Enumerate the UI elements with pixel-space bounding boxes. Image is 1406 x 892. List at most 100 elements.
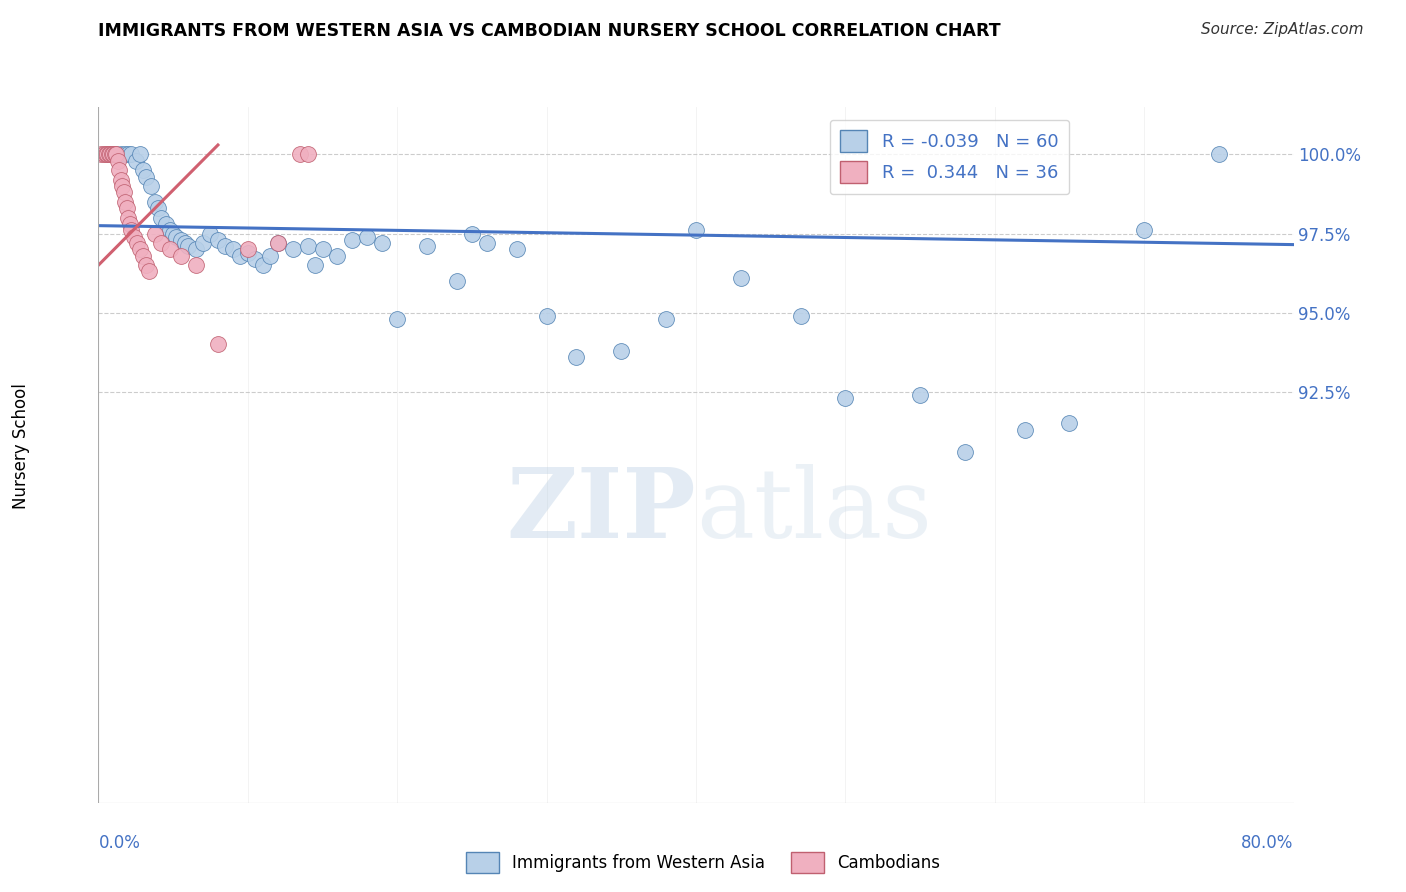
Point [356, 229, 378, 244]
Point [118, 217, 141, 231]
Point [143, 194, 166, 209]
Point [169, 233, 191, 247]
Point [655, 312, 678, 326]
Point [148, 201, 170, 215]
Point [610, 343, 633, 358]
Point [138, 264, 160, 278]
Point [229, 249, 252, 263]
Point [162, 227, 184, 241]
Point [297, 147, 319, 161]
Point [475, 235, 498, 250]
Point [222, 243, 245, 257]
Point [103, 147, 125, 161]
Point [90, 147, 112, 161]
Point [114, 147, 136, 161]
Point [446, 274, 468, 288]
Point [385, 312, 409, 326]
Point [191, 235, 214, 250]
Point [267, 235, 290, 250]
Point [326, 249, 349, 263]
Point [200, 227, 222, 241]
Point [214, 239, 236, 253]
Point [169, 249, 191, 263]
Point [139, 179, 162, 194]
Text: ZIP: ZIP [506, 464, 696, 558]
Point [834, 391, 856, 405]
Point [371, 235, 394, 250]
Point [117, 147, 139, 161]
Point [100, 147, 122, 161]
Point [124, 229, 146, 244]
Point [207, 233, 229, 247]
Point [165, 229, 187, 244]
Point [236, 245, 259, 260]
Point [953, 444, 976, 458]
Point [565, 350, 588, 364]
Point [252, 258, 274, 272]
Point [174, 235, 197, 250]
Point [94, 147, 117, 161]
Point [110, 173, 132, 187]
Point [730, 270, 752, 285]
Point [288, 147, 311, 161]
Point [120, 223, 142, 237]
Point [127, 235, 149, 250]
Point [143, 227, 166, 241]
Point [115, 201, 138, 215]
Point [1059, 417, 1081, 431]
Point [155, 217, 177, 231]
Point [120, 147, 142, 161]
Point [104, 147, 127, 161]
Point [129, 243, 152, 257]
Point [150, 235, 173, 250]
Legend: Immigrants from Western Asia, Cambodians: Immigrants from Western Asia, Cambodians [460, 846, 946, 880]
Point [267, 235, 290, 250]
Point [1014, 423, 1036, 437]
Point [207, 337, 229, 351]
Point [135, 169, 157, 184]
Point [114, 194, 136, 209]
Point [105, 147, 128, 161]
Legend: R = -0.039   N = 60, R =  0.344   N = 36: R = -0.039 N = 60, R = 0.344 N = 36 [830, 120, 1070, 194]
Point [107, 153, 129, 168]
Point [96, 147, 118, 161]
Point [685, 223, 707, 237]
Text: 0.0%: 0.0% [98, 834, 141, 852]
Point [184, 258, 207, 272]
Point [1208, 147, 1230, 161]
Point [97, 147, 120, 161]
Text: IMMIGRANTS FROM WESTERN ASIA VS CAMBODIAN NURSERY SCHOOL CORRELATION CHART: IMMIGRANTS FROM WESTERN ASIA VS CAMBODIA… [98, 22, 1001, 40]
Point [536, 309, 558, 323]
Point [908, 388, 931, 402]
Text: Nursery School: Nursery School [13, 383, 30, 509]
Point [129, 147, 152, 161]
Point [111, 179, 134, 194]
Point [105, 147, 128, 161]
Point [132, 249, 155, 263]
Point [112, 186, 135, 200]
Point [177, 239, 200, 253]
Point [297, 239, 319, 253]
Point [416, 239, 439, 253]
Point [125, 153, 148, 168]
Point [1133, 223, 1156, 237]
Point [342, 233, 364, 247]
Point [93, 147, 115, 161]
Point [159, 243, 181, 257]
Point [150, 211, 173, 225]
Point [101, 147, 124, 161]
Point [506, 243, 529, 257]
Point [311, 243, 333, 257]
Text: Source: ZipAtlas.com: Source: ZipAtlas.com [1201, 22, 1364, 37]
Point [281, 243, 304, 257]
Point [117, 211, 139, 225]
Point [304, 258, 326, 272]
Point [461, 227, 484, 241]
Point [236, 243, 259, 257]
Text: 80.0%: 80.0% [1241, 834, 1294, 852]
Point [135, 258, 157, 272]
Point [259, 249, 281, 263]
Text: atlas: atlas [696, 464, 932, 558]
Point [110, 147, 132, 161]
Point [789, 309, 811, 323]
